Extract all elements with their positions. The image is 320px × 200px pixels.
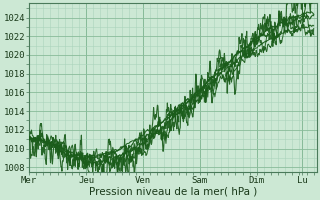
X-axis label: Pression niveau de la mer( hPa ): Pression niveau de la mer( hPa ) [89, 187, 257, 197]
